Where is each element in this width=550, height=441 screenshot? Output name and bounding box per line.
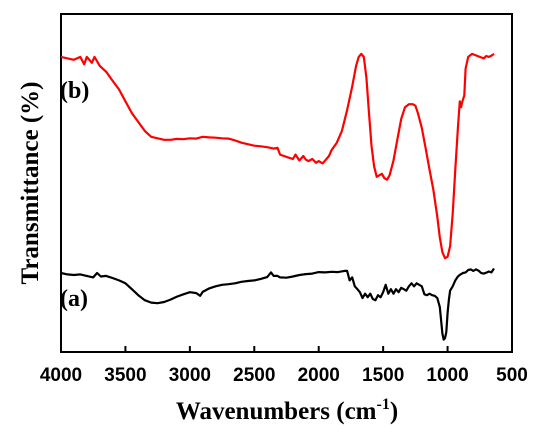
x-tick-label: 1500 <box>362 365 404 386</box>
x-axis-title-close: ) <box>390 398 398 425</box>
x-axis-ticks: 4000 3500 3000 2500 2000 1500 1000 500 <box>40 346 528 386</box>
x-tick-label: 1000 <box>426 365 468 386</box>
x-axis-title-superscript: -1 <box>377 396 390 413</box>
x-tick-label: 2500 <box>233 365 275 386</box>
series-line-b <box>60 52 495 260</box>
x-axis-title-main: Wavenumbers (cm <box>176 398 377 425</box>
plot-area <box>60 13 513 353</box>
x-tick-label: 2000 <box>298 365 340 386</box>
series-label-b: (b) <box>60 78 89 104</box>
x-tick-label: 4000 <box>40 365 82 386</box>
series-label-a: (a) <box>60 286 88 312</box>
x-tick-label: 3000 <box>169 365 211 386</box>
x-axis-title: Wavenumbers (cm-1) <box>176 396 398 425</box>
series-line-a <box>60 267 495 341</box>
x-tick-label: 3500 <box>104 365 146 386</box>
plot-frame <box>60 13 513 353</box>
y-axis-title: Transmittance (%) <box>17 82 44 285</box>
series-layer <box>60 52 495 341</box>
x-tick-label: 500 <box>496 365 528 386</box>
